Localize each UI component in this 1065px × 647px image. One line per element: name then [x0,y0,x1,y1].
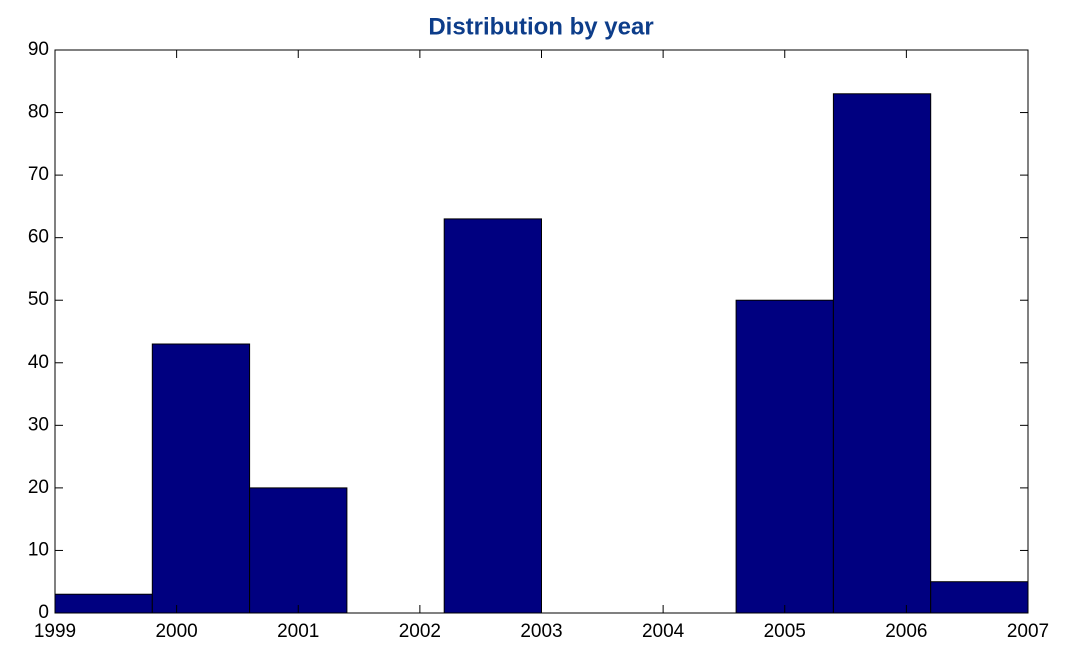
y-tick-label: 40 [28,352,49,373]
bar [832,93,932,614]
x-tick-label: 2004 [642,621,685,642]
x-tick-label: 2006 [885,621,927,642]
x-tick-label: 2000 [155,621,197,642]
bar [930,581,1029,614]
bar [249,487,348,614]
x-tick-label: 1999 [34,621,76,642]
x-tick-label: 2003 [520,621,562,642]
chart-title: Distribution by year [428,13,653,40]
bar [151,343,251,614]
y-tick-label: 0 [38,602,49,623]
x-tick-label: 2007 [1007,621,1049,642]
y-tick-label: 90 [28,39,49,60]
bar [54,593,153,614]
y-tick-label: 30 [28,414,49,435]
y-tick-label: 50 [28,289,49,310]
y-tick-label: 60 [28,227,49,248]
x-tick-label: 2001 [277,621,319,642]
y-tick-label: 80 [28,102,49,123]
bar [443,218,543,614]
y-tick-label: 70 [28,164,49,185]
x-tick-label: 2002 [399,621,441,642]
y-tick-label: 20 [28,477,49,498]
y-tick-label: 10 [28,539,49,560]
x-tick-label: 2005 [764,621,806,642]
bar [735,299,834,614]
